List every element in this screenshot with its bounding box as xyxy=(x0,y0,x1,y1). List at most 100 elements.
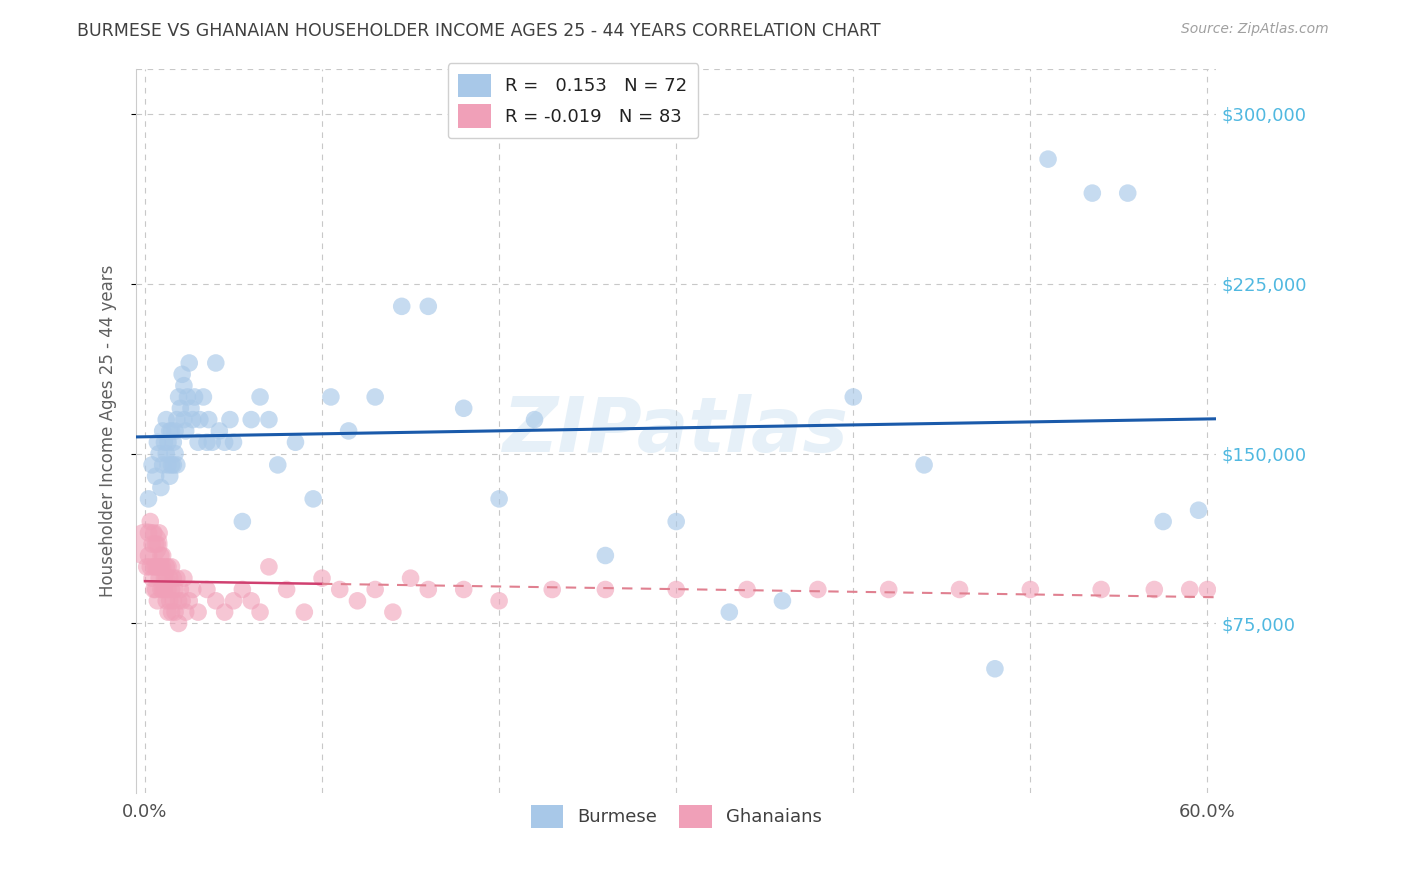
Y-axis label: Householder Income Ages 25 - 44 years: Householder Income Ages 25 - 44 years xyxy=(100,265,117,597)
Point xyxy=(148,559,170,574)
Point xyxy=(718,605,741,619)
Point xyxy=(145,582,167,597)
Point xyxy=(346,594,368,608)
Point xyxy=(159,469,181,483)
Point xyxy=(208,424,231,438)
Point xyxy=(1197,582,1219,597)
Point xyxy=(162,458,184,472)
Point xyxy=(665,582,688,597)
Point xyxy=(595,582,617,597)
Point xyxy=(155,412,177,426)
Point xyxy=(984,662,1007,676)
Point xyxy=(160,458,183,472)
Point xyxy=(257,412,280,426)
Point xyxy=(204,356,226,370)
Point xyxy=(148,525,170,540)
Point xyxy=(488,491,510,506)
Point xyxy=(153,571,176,585)
Point xyxy=(149,549,172,563)
Point xyxy=(142,582,165,597)
Point xyxy=(183,390,205,404)
Point xyxy=(156,458,179,472)
Point xyxy=(173,571,195,585)
Point xyxy=(146,594,169,608)
Point xyxy=(146,537,169,551)
Point xyxy=(139,559,162,574)
Point xyxy=(1019,582,1042,597)
Point xyxy=(173,412,195,426)
Point xyxy=(240,594,263,608)
Point xyxy=(176,390,198,404)
Point xyxy=(214,605,236,619)
Point xyxy=(156,559,179,574)
Point xyxy=(153,435,176,450)
Point xyxy=(1081,186,1104,200)
Point xyxy=(187,435,209,450)
Point xyxy=(167,390,190,404)
Point xyxy=(665,515,688,529)
Point xyxy=(364,390,387,404)
Point xyxy=(162,435,184,450)
Point xyxy=(148,571,170,585)
Point xyxy=(174,605,197,619)
Point xyxy=(152,424,174,438)
Point xyxy=(160,559,183,574)
Point xyxy=(165,424,187,438)
Point xyxy=(214,435,236,450)
Point xyxy=(141,571,163,585)
Point xyxy=(319,390,342,404)
Point xyxy=(155,447,177,461)
Point xyxy=(141,458,163,472)
Point xyxy=(155,559,177,574)
Point xyxy=(167,594,190,608)
Point xyxy=(142,525,165,540)
Point xyxy=(595,549,617,563)
Point xyxy=(523,412,546,426)
Point xyxy=(337,424,360,438)
Point xyxy=(1187,503,1209,517)
Point xyxy=(160,605,183,619)
Point xyxy=(201,435,224,450)
Point xyxy=(149,481,172,495)
Point xyxy=(138,525,160,540)
Point xyxy=(153,582,176,597)
Point xyxy=(231,515,253,529)
Point xyxy=(167,616,190,631)
Point xyxy=(1178,582,1201,597)
Point xyxy=(772,594,794,608)
Point xyxy=(166,571,188,585)
Point xyxy=(146,559,169,574)
Point xyxy=(204,594,226,608)
Point xyxy=(249,605,271,619)
Point xyxy=(418,299,440,313)
Point xyxy=(156,605,179,619)
Point xyxy=(276,582,298,597)
Point xyxy=(159,571,181,585)
Point xyxy=(169,582,191,597)
Point xyxy=(1143,582,1166,597)
Point xyxy=(145,537,167,551)
Point xyxy=(488,594,510,608)
Point xyxy=(364,582,387,597)
Point xyxy=(877,582,900,597)
Text: BURMESE VS GHANAIAN HOUSEHOLDER INCOME AGES 25 - 44 YEARS CORRELATION CHART: BURMESE VS GHANAIAN HOUSEHOLDER INCOME A… xyxy=(77,22,882,40)
Point xyxy=(166,458,188,472)
Point xyxy=(231,582,253,597)
Point xyxy=(219,412,242,426)
Point xyxy=(156,582,179,597)
Point xyxy=(141,537,163,551)
Point xyxy=(162,571,184,585)
Point xyxy=(179,356,201,370)
Point xyxy=(149,559,172,574)
Point xyxy=(453,401,475,416)
Point xyxy=(152,549,174,563)
Point xyxy=(160,424,183,438)
Point xyxy=(284,435,307,450)
Point xyxy=(146,435,169,450)
Point xyxy=(195,582,218,597)
Point xyxy=(145,469,167,483)
Point xyxy=(165,447,187,461)
Point xyxy=(166,412,188,426)
Point xyxy=(1036,152,1059,166)
Point xyxy=(735,582,758,597)
